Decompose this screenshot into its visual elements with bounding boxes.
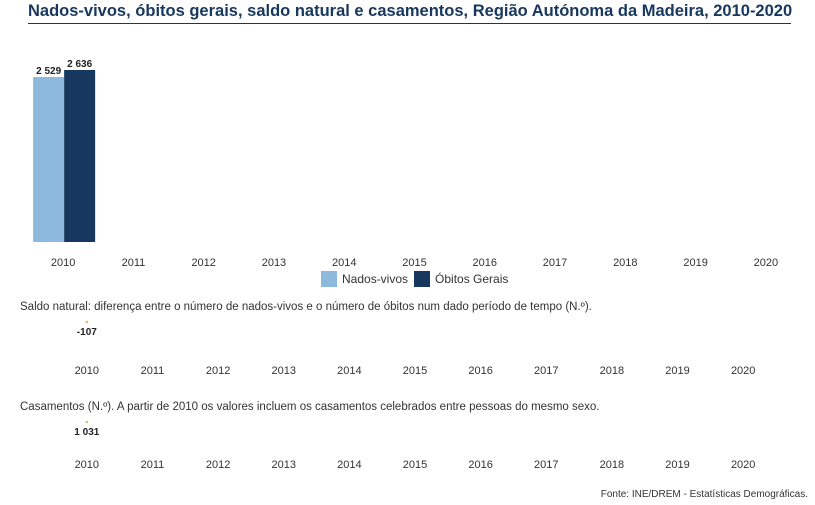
x-tick-label: 2018	[600, 459, 624, 471]
marriages-chart: 2010 1 031 2011 2012 2013 2014 2015 2016 2017 201…	[74, 420, 755, 471]
x-tick-label: 2013	[271, 459, 295, 471]
x-tick-label: 2018	[600, 365, 624, 377]
x-tick-label: 2014	[337, 365, 361, 377]
x-tick-label: 2015	[403, 459, 427, 471]
data-point	[85, 320, 89, 324]
x-tick-label: 2014	[332, 257, 356, 269]
x-tick-label: 2013	[271, 365, 295, 377]
x-tick-label: 2012	[206, 365, 230, 377]
x-tick-label: 2011	[122, 257, 146, 269]
x-tick-label: 2015	[402, 257, 426, 269]
x-tick-label: 2014	[337, 459, 361, 471]
x-tick-label: 2019	[665, 365, 689, 377]
x-tick-label: 2010	[51, 257, 75, 269]
x-tick-label: 2016	[473, 257, 497, 269]
data-point	[85, 420, 89, 424]
x-tick-label: 2012	[206, 459, 230, 471]
x-tick-label: 2017	[534, 365, 558, 377]
x-tick-label: 2016	[468, 459, 492, 471]
x-tick-label: 2017	[543, 257, 567, 269]
data-label: 1 031	[74, 427, 99, 438]
x-tick-label: 2019	[683, 257, 707, 269]
legend-item-births: Nados-vivos	[321, 271, 408, 287]
x-tick-label: 2012	[191, 257, 215, 269]
natural-balance-chart: 2010 -107 2011 2012 2013 2014 2015 2016 2017 2018…	[75, 320, 755, 377]
source-note: Fonte: INE/DREM - Estatísticas Demográfi…	[600, 489, 808, 500]
legend-swatch-deaths	[414, 271, 431, 287]
x-tick-label: 2015	[403, 365, 427, 377]
data-label: 2 636	[67, 59, 92, 70]
legend-label-births: Nados-vivos	[342, 272, 409, 286]
x-tick-label: 2020	[754, 257, 778, 269]
births-deaths-bar-chart: 2010 2 529 2 636 2011 2012 2013 2014 2015 2016 20…	[33, 59, 778, 269]
data-label: 2 529	[36, 66, 61, 77]
data-label: -107	[77, 327, 97, 338]
chart-title: Nados-vivos, óbitos gerais, saldo natura…	[28, 2, 793, 20]
x-tick-label: 2010	[75, 365, 99, 377]
x-tick-label: 2016	[468, 365, 492, 377]
bar-births	[33, 76, 65, 243]
x-tick-label: 2020	[731, 459, 755, 471]
x-tick-label: 2011	[141, 365, 165, 377]
legend-swatch-births	[321, 271, 337, 287]
chart-legend: Nados-vivos Óbitos Gerais	[321, 271, 514, 287]
legend-item-deaths: Óbitos Gerais	[414, 271, 508, 287]
x-tick-label: 2011	[141, 459, 165, 471]
natural-balance-caption: Saldo natural: diferença entre o número …	[20, 301, 592, 313]
x-tick-label: 2020	[731, 365, 755, 377]
x-tick-label: 2013	[262, 257, 286, 269]
x-tick-label: 2010	[75, 459, 99, 471]
x-tick-label: 2019	[665, 459, 689, 471]
x-tick-label: 2017	[534, 459, 558, 471]
marriages-caption: Casamentos (N.º). A partir de 2010 os va…	[20, 401, 600, 413]
x-tick-label: 2018	[613, 257, 637, 269]
legend-label-deaths: Óbitos Gerais	[435, 272, 509, 286]
title-underline	[28, 23, 791, 24]
bar-deaths	[64, 70, 96, 242]
